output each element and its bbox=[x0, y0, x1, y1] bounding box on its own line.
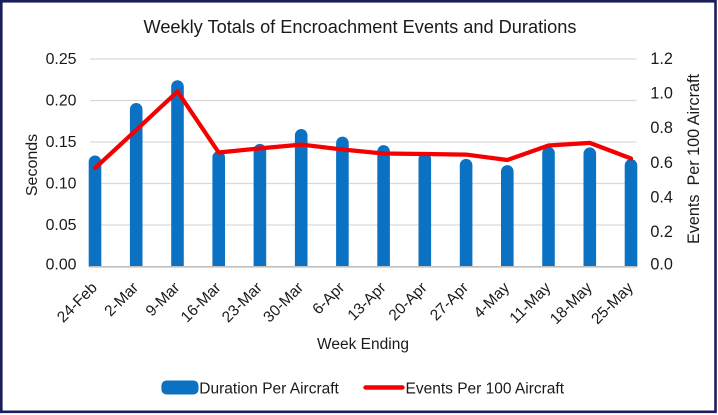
svg-text:0.15: 0.15 bbox=[46, 134, 77, 151]
svg-text:0.4: 0.4 bbox=[650, 188, 673, 206]
svg-text:Duration Per Aircraft: Duration Per Aircraft bbox=[199, 381, 339, 398]
svg-text:0.2: 0.2 bbox=[650, 223, 673, 241]
svg-text:Events Per 100 Aircraft: Events Per 100 Aircraft bbox=[406, 381, 565, 398]
svg-text:0.05: 0.05 bbox=[46, 217, 77, 234]
svg-text:Seconds: Seconds bbox=[24, 134, 41, 196]
svg-text:0.0: 0.0 bbox=[650, 256, 673, 274]
svg-text:0.20: 0.20 bbox=[46, 93, 77, 110]
svg-text:0.6: 0.6 bbox=[650, 154, 673, 172]
svg-text:0.8: 0.8 bbox=[650, 119, 673, 137]
svg-text:0.25: 0.25 bbox=[46, 51, 77, 68]
svg-text:0.00: 0.00 bbox=[46, 257, 77, 274]
svg-text:Week Ending: Week Ending bbox=[317, 336, 409, 353]
svg-text:1.2: 1.2 bbox=[650, 50, 673, 68]
svg-text:Events Per 100 Aircraft: Events Per 100 Aircraft bbox=[685, 73, 703, 244]
svg-text:1.0: 1.0 bbox=[650, 85, 673, 103]
svg-text:Weekly Totals of Encroachment: Weekly Totals of Encroachment Events and… bbox=[143, 17, 576, 37]
svg-text:0.10: 0.10 bbox=[46, 176, 77, 193]
